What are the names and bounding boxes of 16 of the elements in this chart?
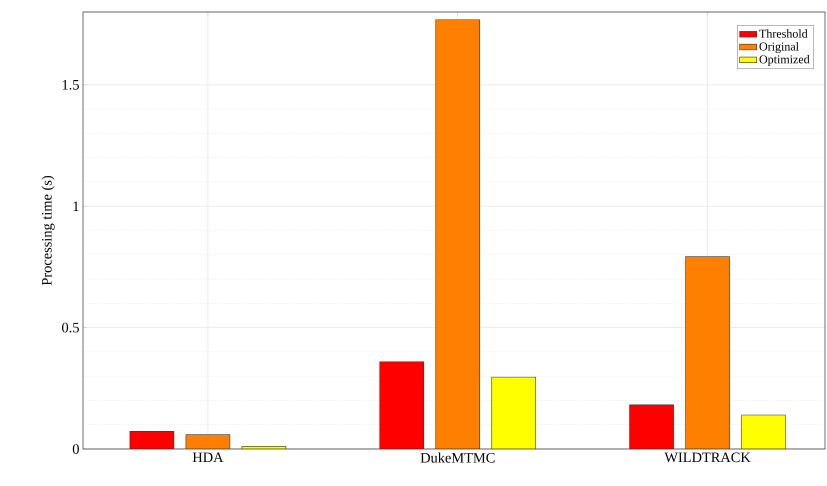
y-axis-title: Processing time (s) bbox=[42, 176, 55, 286]
x-tick-label: HDA bbox=[192, 452, 224, 462]
legend-label: Optimized bbox=[760, 54, 810, 66]
bar bbox=[491, 376, 536, 449]
legend-label: Original bbox=[760, 42, 799, 54]
y-tick-label: 0 bbox=[72, 444, 79, 454]
x-tick-label: DukeMTMC bbox=[420, 452, 495, 463]
legend-label: Threshold bbox=[759, 29, 808, 38]
y-tick-label: 1.5 bbox=[62, 80, 79, 90]
bar bbox=[186, 434, 230, 449]
bar bbox=[685, 256, 730, 449]
y-tick-label: 1 bbox=[74, 201, 79, 211]
bar bbox=[741, 414, 786, 449]
y-tick-label: 0.5 bbox=[62, 322, 79, 332]
x-tick-label: WILDTRACK bbox=[664, 452, 751, 462]
bar bbox=[435, 19, 480, 449]
